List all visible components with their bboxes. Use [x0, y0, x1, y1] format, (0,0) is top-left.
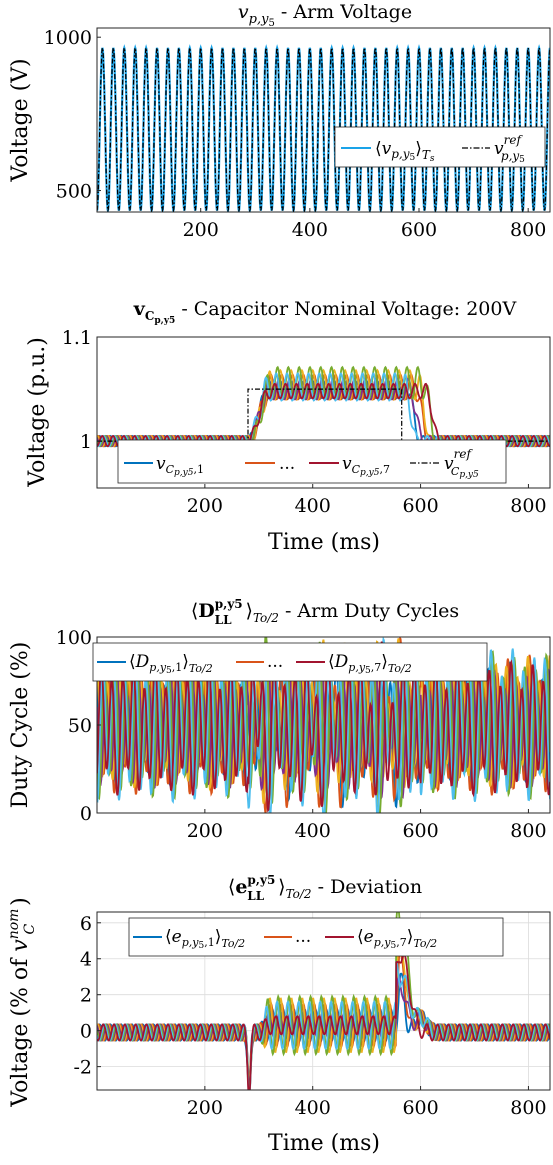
- chart4-series-7: [97, 953, 550, 1090]
- chart1-legend-entry-2: vref p,y5: [494, 133, 525, 165]
- chart1-ytick-label: 1000: [44, 27, 92, 49]
- chart3-xtick-label: 200: [187, 820, 223, 842]
- chart3-legend: ⟨Dp,y5,1⟩To/2 ... ⟨Dp,y5,7⟩To/2: [92, 642, 488, 682]
- chart1-xtick-label: 400: [292, 219, 328, 241]
- chart1-ytick-label: 500: [56, 181, 92, 203]
- chart1-title: vp,y5 - Arm Voltage: [238, 1, 412, 29]
- chart4-ytick-label: -2: [73, 1057, 92, 1079]
- chart4-xtick-label: 800: [510, 1097, 546, 1119]
- chart2-xtick-label: 600: [402, 495, 438, 517]
- chart2-xtick-label: 400: [295, 495, 331, 517]
- chart-capacitor-voltage: vCp,y5 - Capacitor Nominal Voltage: 200V…: [25, 298, 551, 555]
- chart3-ytick-label: 50: [68, 715, 92, 737]
- chart3-ytick-label: 0: [80, 803, 92, 825]
- chart4-axes-box: [96, 911, 551, 1091]
- chart3-title: ⟨Dp,y5 LL ⟩To/2 - Arm Duty Cycles: [191, 597, 459, 627]
- chart4-xtick-label: 400: [295, 1097, 331, 1119]
- chart3-xtick-label: 800: [510, 820, 546, 842]
- chart1-axes-box: [96, 27, 551, 213]
- chart3-series-6: [97, 637, 550, 813]
- chart2-legend-entry-3: vCp,y5,7: [342, 454, 390, 478]
- chart4-legend-entry-3: ⟨ep,y5,7⟩To/2: [357, 927, 437, 951]
- chart-duty-cycles: ⟨Dp,y5 LL ⟩To/2 - Arm Duty Cycles 200 400 60…: [8, 597, 551, 842]
- chart1-series-2: [97, 45, 550, 212]
- chart2-legend-entry-1: vCp,y5,1: [156, 454, 204, 478]
- chart1-ylabel: Voltage (V): [8, 58, 33, 182]
- chart2-xtick-label: 800: [510, 495, 546, 517]
- chart4-ytick-label: 6: [80, 913, 92, 935]
- chart2-ytick-label: 1: [80, 431, 92, 453]
- chart1-xtick-label: 800: [510, 219, 546, 241]
- chart4-title: ⟨ep,y5 LL ⟩To/2 - Deviation: [228, 873, 422, 903]
- chart4-legend: ⟨ep,y5,1⟩To/2 ... ⟨ep,y5,7⟩To/2: [128, 917, 504, 957]
- chart2-axes-box: [96, 336, 551, 489]
- chart4-xtick-label: 600: [402, 1097, 438, 1119]
- chart2-legend-entry-4: vref Cp,y5: [444, 447, 479, 480]
- chart2-xtick-label: 200: [187, 495, 223, 517]
- chart1-legend: ⟨vp,y5⟩Ts vref p,y5: [334, 126, 546, 168]
- chart3-series-4: [97, 646, 550, 801]
- chart-deviation: ⟨ep,y5 LL ⟩To/2 - Deviation 200 400 600 800 -2…: [6, 873, 551, 1156]
- chart2-title: vCp,y5 - Capacitor Nominal Voltage: 200V: [133, 298, 517, 326]
- chart3-ylabel: Duty Cycle (%): [8, 642, 33, 809]
- chart3-xtick-label: 600: [402, 820, 438, 842]
- chart3-series-7: [97, 641, 550, 813]
- chart1-xtick-label: 200: [183, 219, 219, 241]
- chart2-xlabel: Time (ms): [268, 530, 380, 555]
- chart2-legend-entry-2: ...: [279, 454, 295, 474]
- chart4-ytick-label: 4: [80, 949, 92, 971]
- chart2-ytick-label: 1.1: [62, 327, 92, 349]
- chart4-ylabel: Voltage (% of vnomC): [6, 897, 38, 1108]
- chart4-ytick-label: 2: [80, 985, 92, 1007]
- chart2-ylabel: Voltage (p.u.): [25, 337, 50, 488]
- chart2-legend: vCp,y5,1 ... vCp,y5,7 vref Cp,y5: [117, 439, 507, 484]
- chart4-legend-entry-2: ...: [295, 927, 311, 947]
- chart-arm-voltage: vp,y5 - Arm Voltage 200 400 600 8005001000 …: [8, 1, 551, 241]
- chart3-xtick-label: 400: [295, 820, 331, 842]
- chart4-xlabel: Time (ms): [268, 1131, 380, 1156]
- chart2-series-5: [97, 365, 550, 448]
- chart4-ytick-label: 0: [80, 1021, 92, 1043]
- chart3-legend-entry-2: ...: [267, 652, 283, 672]
- chart1-xtick-label: 600: [401, 219, 437, 241]
- chart4-xtick-label: 200: [187, 1097, 223, 1119]
- chart3-ytick-label: 100: [56, 627, 92, 649]
- chart4-series-5: [97, 912, 550, 1090]
